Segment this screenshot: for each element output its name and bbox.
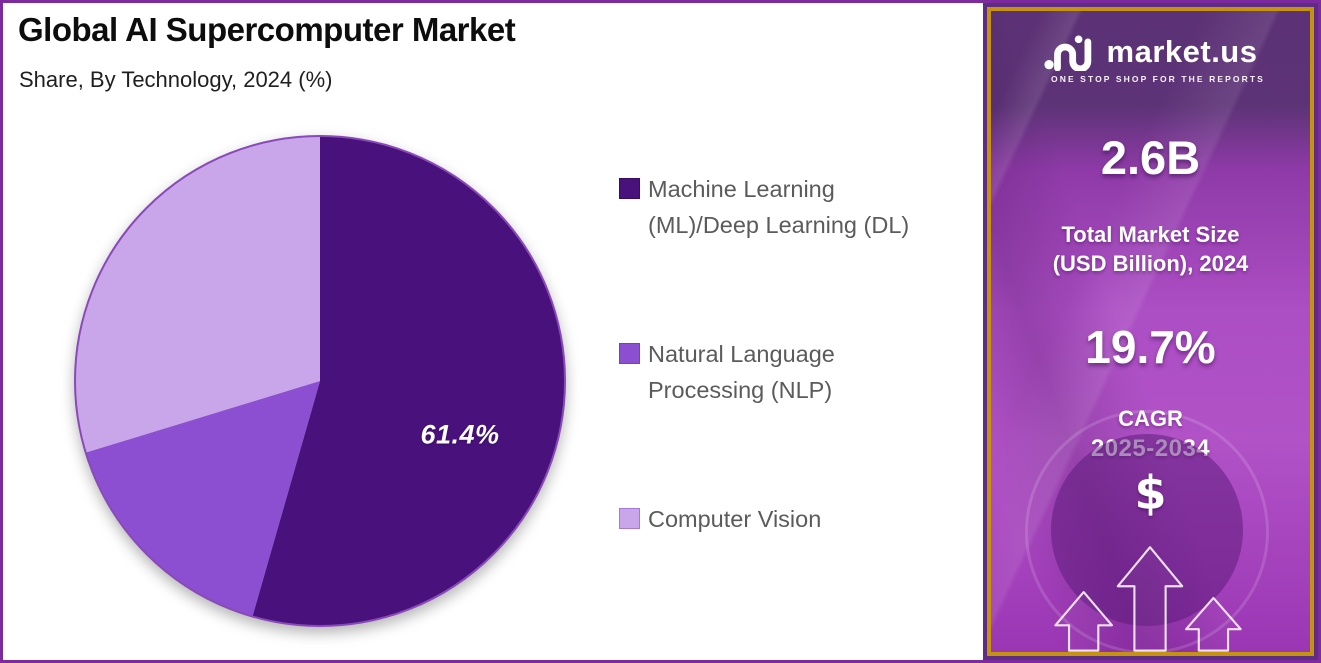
legend-label-line: Processing (NLP) bbox=[648, 377, 833, 404]
legend-item-computer-vision: Computer Vision bbox=[619, 501, 909, 537]
cagr-value: 19.7% bbox=[1085, 321, 1216, 374]
market-size-caption-line1: Total Market Size bbox=[1061, 222, 1240, 247]
dollar-sign-icon: $ bbox=[1134, 466, 1167, 520]
legend-label-computer-vision: Computer Vision bbox=[648, 501, 821, 537]
sidebar-inner: market.us ONE STOP SHOP FOR THE REPORTS … bbox=[987, 7, 1314, 656]
legend-swatch-ml-dl bbox=[619, 178, 640, 199]
market-size-caption: Total Market Size (USD Billion), 2024 bbox=[991, 221, 1310, 278]
legend-item-nlp: Natural Language Processing (NLP) bbox=[619, 336, 909, 409]
background-circle bbox=[1051, 434, 1243, 626]
chart-legend: Machine Learning (ML)/Deep Learning (DL)… bbox=[619, 171, 909, 537]
pie-slice-nlp bbox=[85, 381, 321, 617]
marketus-tagline: ONE STOP SHOP FOR THE REPORTS bbox=[1051, 74, 1265, 84]
marketus-wordmark: market.us bbox=[1106, 34, 1258, 69]
page-title: Global AI Supercomputer Market bbox=[18, 11, 516, 48]
marketus-logo-icon bbox=[1043, 35, 1091, 71]
legend-label-line: Computer Vision bbox=[648, 505, 822, 532]
pie-slice-value-label: 61.4% bbox=[420, 419, 500, 450]
pie-slice-computer-vision bbox=[75, 136, 320, 453]
legend-swatch-computer-vision bbox=[619, 507, 640, 529]
market-size-caption-line2: (USD Billion), 2024 bbox=[1052, 250, 1249, 276]
sidebar: market.us ONE STOP SHOP FOR THE REPORTS … bbox=[983, 3, 1318, 660]
pie-rim bbox=[74, 135, 566, 627]
pie-slice-ml-dl bbox=[252, 136, 565, 626]
legend-label-nlp: Natural Language Processing (NLP) bbox=[648, 336, 835, 409]
cagr-period: 2025-2034 bbox=[1090, 434, 1211, 462]
chart-panel: Global AI Supercomputer Market Share, By… bbox=[3, 3, 983, 660]
cagr-label: CAGR bbox=[1118, 406, 1183, 432]
legend-swatch-nlp bbox=[619, 342, 640, 364]
growth-arrows-icon bbox=[1054, 546, 1242, 652]
market-size-value: 2.6B bbox=[1100, 131, 1201, 184]
pie-chart-svg bbox=[74, 135, 566, 627]
legend-label-line: Machine Learning bbox=[648, 176, 835, 202]
page-subtitle: Share, By Technology, 2024 (%) bbox=[19, 67, 333, 92]
legend-item-ml-dl: Machine Learning (ML)/Deep Learning (DL) bbox=[619, 171, 909, 244]
legend-label-line: Natural Language bbox=[648, 340, 835, 367]
legend-label-ml-dl: Machine Learning (ML)/Deep Learning (DL) bbox=[648, 171, 909, 244]
marketus-logo: market.us ONE STOP SHOP FOR THE REPORTS bbox=[991, 11, 1310, 84]
pie-chart: 61.4% bbox=[67, 128, 573, 634]
growth-graphic: $ bbox=[991, 410, 1310, 652]
legend-label-line: (ML)/Deep Learning (DL) bbox=[648, 212, 910, 239]
